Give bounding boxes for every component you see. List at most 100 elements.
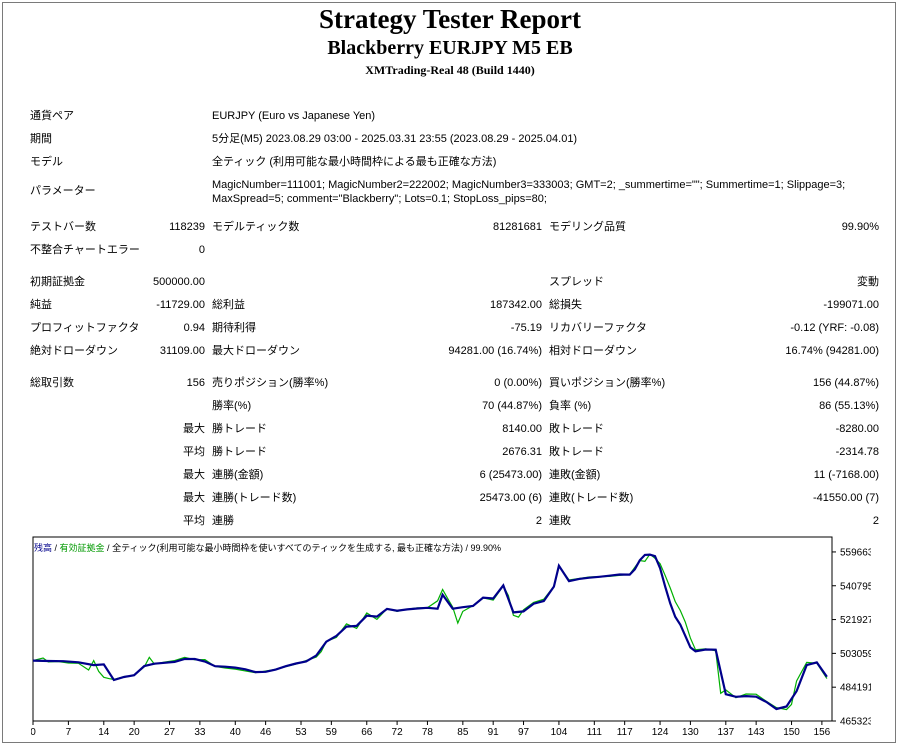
x-tick-label: 14 (98, 727, 110, 738)
abs-dd-label: 絶対ドローダウン (30, 345, 118, 357)
x-tick-label: 59 (326, 727, 338, 738)
quality-label: モデリング品質 (549, 221, 626, 233)
net-value: -11729.00 (156, 299, 205, 311)
symbol-value: EURJPY (Euro vs Japanese Yen) (212, 110, 376, 122)
x-tick-label: 46 (260, 727, 272, 738)
x-tick-label: 20 (129, 727, 141, 738)
bars-value: 118239 (169, 221, 205, 233)
avg-loss-label: 敗トレード (549, 446, 604, 458)
deposit-value: 500000.00 (153, 276, 205, 288)
legend-sep-3: / (463, 543, 471, 553)
x-tick-label: 7 (66, 727, 72, 738)
winrate-label: 勝率(%) (212, 400, 252, 412)
legend-equity: 有効証拠金 (59, 543, 105, 553)
report-title: Strategy Tester Report (319, 4, 581, 34)
x-tick-label: 33 (194, 727, 206, 738)
cons-wins-trd-label: 連勝(トレード数) (212, 492, 297, 504)
max-cons-amt-row-label: 最大 (183, 469, 205, 481)
quality-value: 99.90% (841, 221, 879, 233)
y-tick-label: 540795 (840, 581, 871, 592)
ea-name: Blackberry EURJPY M5 EB (327, 37, 573, 59)
lossrate-value: 86 (55.13%) (819, 400, 879, 412)
ticks-value: 81281681 (493, 221, 542, 233)
largest-row-label: 最大 (183, 423, 205, 435)
net-label: 純益 (30, 299, 52, 311)
gross-loss-value: -199071.00 (823, 299, 879, 311)
model-value: 全ティック (利用可能な最小時間枠による最も正確な方法) (212, 156, 497, 168)
gross-profit-label: 総利益 (212, 299, 245, 311)
gross-loss-label: 総損失 (549, 299, 582, 311)
x-tick-label: 117 (617, 727, 633, 738)
max-cons-trd-row-label: 最大 (183, 492, 205, 504)
x-tick-label: 104 (551, 727, 568, 738)
legend-quality: 99.90% (470, 543, 502, 553)
x-tick-label: 53 (295, 727, 307, 738)
spread-label: スプレッド (549, 276, 604, 288)
x-tick-label: 91 (488, 727, 500, 738)
avg-cons-wins-label: 連勝 (212, 515, 234, 527)
ticks-label: モデルティック数 (212, 221, 300, 233)
cons-wins-amt-label: 連勝(金額) (212, 469, 264, 481)
x-tick-label: 97 (518, 727, 530, 738)
x-tick-label: 72 (392, 727, 404, 738)
avg-cons-losses-value: 2 (872, 515, 879, 527)
expected-value: -75.19 (510, 322, 542, 334)
legend-balance: 残高 (34, 543, 53, 553)
y-tick-label: 559663 (840, 547, 871, 558)
avg-loss-value: -2314.78 (835, 446, 879, 458)
x-tick-label: 156 (814, 727, 831, 738)
long-label: 買いポジション(勝率%) (549, 377, 666, 389)
long-value: 156 (44.87%) (812, 377, 879, 389)
lossrate-label: 負率 (%) (549, 400, 592, 412)
params-label: パラメーター (30, 185, 96, 197)
x-tick-label: 143 (748, 727, 765, 738)
bars-label: テストバー数 (30, 221, 96, 233)
largest-loss-label: 敗トレード (549, 423, 604, 435)
rel-dd-label: 相対ドローダウン (549, 345, 637, 357)
x-tick-label: 130 (682, 727, 699, 738)
cons-losses-trd-label: 連敗(トレード数) (549, 492, 634, 504)
y-tick-label: 484191 (840, 683, 871, 694)
balance-chart: 559663 540795 521927 503059 484191 465323 0 7 14… (31, 536, 871, 738)
chart-legend: 残高 / 有効証拠金 / 全ティック(利用可能な最小時間枠を使いすべてのティック… (34, 541, 501, 554)
equity-line (32, 553, 828, 711)
x-tick-label: 0 (31, 727, 36, 738)
max-dd-value: 94281.00 (16.74%) (448, 345, 542, 357)
max-dd-label: 最大ドローダウン (212, 345, 300, 357)
recovery-label: リカバリーファクタ (549, 322, 647, 334)
mismatch-value: 0 (198, 244, 205, 256)
rel-dd-value: 16.74% (94281.00) (785, 345, 879, 357)
y-tick-label: 503059 (840, 649, 871, 660)
gross-profit-value: 187342.00 (490, 299, 542, 311)
y-tick-label: 521927 (840, 615, 871, 626)
x-tick-label: 124 (652, 727, 669, 738)
trades-label: 総取引数 (30, 377, 74, 389)
x-tick-label: 27 (164, 727, 176, 738)
y-tick-label: 465323 (840, 717, 871, 728)
period-label: 期間 (30, 133, 52, 145)
avg-cons-row-label: 平均 (183, 515, 205, 527)
mismatch-label: 不整合チャートエラー (30, 244, 140, 256)
abs-dd-value: 31109.00 (159, 345, 205, 357)
cons-losses-trd-value: -41550.00 (7) (812, 492, 879, 504)
x-tick-label: 78 (422, 727, 434, 738)
balance-line (32, 553, 828, 711)
plot-area (32, 536, 833, 722)
cons-wins-trd-value: 25473.00 (6) (479, 492, 542, 504)
cons-wins-amt-value: 6 (25473.00) (479, 469, 542, 481)
model-label: モデル (30, 156, 63, 168)
params-line-1: MagicNumber=111001; MagicNumber2=222002;… (212, 179, 846, 191)
average-row-label: 平均 (183, 446, 205, 458)
expected-label: 期待利得 (212, 322, 256, 334)
spread-value: 変動 (857, 276, 879, 288)
legend-sep-2: / (104, 543, 113, 553)
legend-sep-1: / (52, 543, 60, 553)
pf-value: 0.94 (183, 322, 205, 334)
symbol-label: 通貨ペア (30, 110, 74, 122)
trades-value: 156 (186, 377, 205, 389)
x-tick-label: 85 (457, 727, 469, 738)
x-tick-label: 137 (717, 727, 734, 738)
largest-win-label: 勝トレード (212, 423, 267, 435)
avg-cons-wins-value: 2 (535, 515, 542, 527)
cons-losses-amt-label: 連敗(金額) (549, 469, 601, 481)
